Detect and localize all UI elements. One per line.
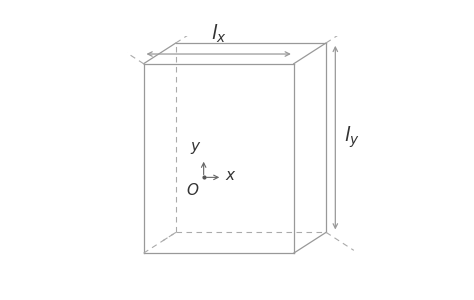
Text: $x$: $x$	[225, 169, 237, 183]
Text: $l_x$: $l_x$	[211, 23, 227, 45]
Text: $O$: $O$	[186, 182, 200, 197]
Text: $y$: $y$	[190, 140, 201, 156]
Text: $l_y$: $l_y$	[344, 125, 360, 150]
